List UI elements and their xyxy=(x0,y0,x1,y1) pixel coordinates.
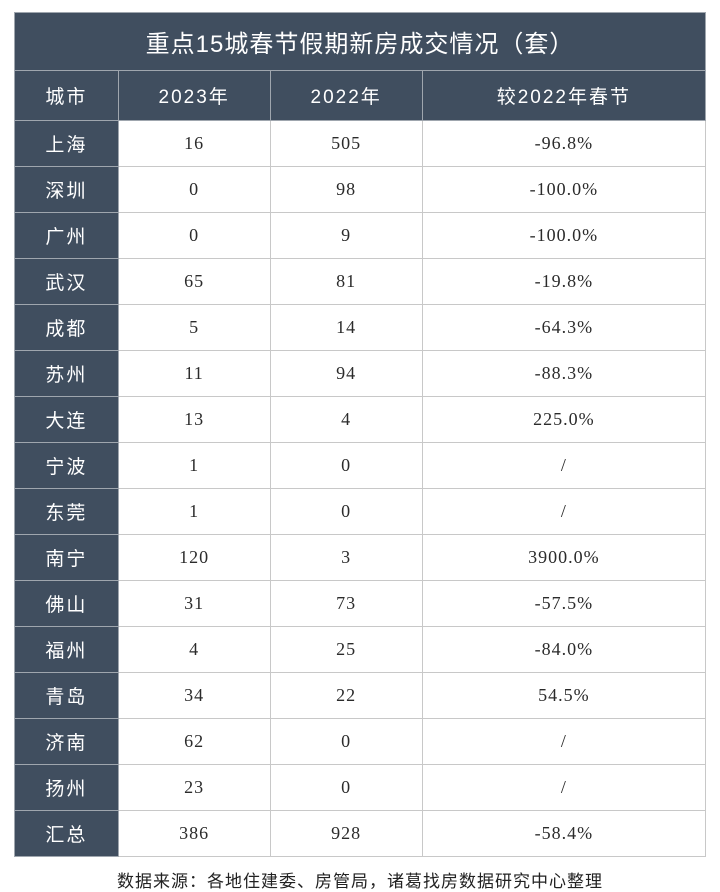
table-body: 上海16505-96.8%深圳098-100.0%广州09-100.0%武汉65… xyxy=(15,121,706,857)
cell-change: 3900.0% xyxy=(422,535,705,581)
cell-city: 扬州 xyxy=(15,765,119,811)
cell-2023: 1 xyxy=(118,489,270,535)
cell-2023: 5 xyxy=(118,305,270,351)
cell-change: / xyxy=(422,489,705,535)
table-row: 上海16505-96.8% xyxy=(15,121,706,167)
cell-change: 54.5% xyxy=(422,673,705,719)
cell-2023: 4 xyxy=(118,627,270,673)
cell-city: 上海 xyxy=(15,121,119,167)
table-row: 济南620/ xyxy=(15,719,706,765)
cell-change: -19.8% xyxy=(422,259,705,305)
cell-change: / xyxy=(422,719,705,765)
cell-2023: 13 xyxy=(118,397,270,443)
cell-city: 佛山 xyxy=(15,581,119,627)
table-row: 青岛342254.5% xyxy=(15,673,706,719)
cell-city: 东莞 xyxy=(15,489,119,535)
cell-2022: 505 xyxy=(270,121,422,167)
cell-2022: 81 xyxy=(270,259,422,305)
data-table: 重点15城春节假期新房成交情况（套） 城市 2023年 2022年 较2022年… xyxy=(14,12,706,857)
table-row: 大连134225.0% xyxy=(15,397,706,443)
table-row: 广州09-100.0% xyxy=(15,213,706,259)
cell-city: 济南 xyxy=(15,719,119,765)
cell-2023: 31 xyxy=(118,581,270,627)
cell-2023: 23 xyxy=(118,765,270,811)
cell-change: -58.4% xyxy=(422,811,705,857)
table-row: 深圳098-100.0% xyxy=(15,167,706,213)
cell-change: -84.0% xyxy=(422,627,705,673)
table-row: 汇总386928-58.4% xyxy=(15,811,706,857)
cell-change: -64.3% xyxy=(422,305,705,351)
cell-2023: 0 xyxy=(118,213,270,259)
col-header-2022: 2022年 xyxy=(270,71,422,121)
cell-city: 武汉 xyxy=(15,259,119,305)
cell-2023: 34 xyxy=(118,673,270,719)
table-row: 武汉6581-19.8% xyxy=(15,259,706,305)
cell-2022: 73 xyxy=(270,581,422,627)
cell-change: 225.0% xyxy=(422,397,705,443)
cell-2023: 62 xyxy=(118,719,270,765)
cell-2022: 22 xyxy=(270,673,422,719)
cell-city: 青岛 xyxy=(15,673,119,719)
cell-change: -88.3% xyxy=(422,351,705,397)
col-header-2023: 2023年 xyxy=(118,71,270,121)
cell-2022: 14 xyxy=(270,305,422,351)
cell-2022: 94 xyxy=(270,351,422,397)
cell-2023: 0 xyxy=(118,167,270,213)
cell-city: 南宁 xyxy=(15,535,119,581)
cell-2022: 98 xyxy=(270,167,422,213)
col-header-change: 较2022年春节 xyxy=(422,71,705,121)
cell-change: -100.0% xyxy=(422,167,705,213)
cell-change: / xyxy=(422,443,705,489)
table-row: 南宁12033900.0% xyxy=(15,535,706,581)
table-row: 成都514-64.3% xyxy=(15,305,706,351)
cell-city: 大连 xyxy=(15,397,119,443)
table-row: 宁波10/ xyxy=(15,443,706,489)
cell-change: -57.5% xyxy=(422,581,705,627)
cell-change: -100.0% xyxy=(422,213,705,259)
table-title: 重点15城春节假期新房成交情况（套） xyxy=(15,13,706,71)
table-row: 福州425-84.0% xyxy=(15,627,706,673)
table-title-row: 重点15城春节假期新房成交情况（套） xyxy=(15,13,706,71)
table-row: 佛山3173-57.5% xyxy=(15,581,706,627)
cell-2023: 1 xyxy=(118,443,270,489)
cell-city: 宁波 xyxy=(15,443,119,489)
cell-2022: 25 xyxy=(270,627,422,673)
table-header-row: 城市 2023年 2022年 较2022年春节 xyxy=(15,71,706,121)
cell-change: -96.8% xyxy=(422,121,705,167)
cell-2022: 9 xyxy=(270,213,422,259)
cell-city: 苏州 xyxy=(15,351,119,397)
cell-2023: 120 xyxy=(118,535,270,581)
cell-change: / xyxy=(422,765,705,811)
cell-2022: 4 xyxy=(270,397,422,443)
cell-2022: 0 xyxy=(270,765,422,811)
cell-city: 福州 xyxy=(15,627,119,673)
cell-city: 成都 xyxy=(15,305,119,351)
cell-2022: 3 xyxy=(270,535,422,581)
table-row: 东莞10/ xyxy=(15,489,706,535)
cell-2023: 11 xyxy=(118,351,270,397)
source-note: 数据来源：各地住建委、房管局，诸葛找房数据研究中心整理 xyxy=(14,867,706,892)
cell-2022: 928 xyxy=(270,811,422,857)
table-row: 苏州1194-88.3% xyxy=(15,351,706,397)
cell-city: 汇总 xyxy=(15,811,119,857)
table-row: 扬州230/ xyxy=(15,765,706,811)
cell-2023: 16 xyxy=(118,121,270,167)
cell-2022: 0 xyxy=(270,443,422,489)
col-header-city: 城市 xyxy=(15,71,119,121)
cell-city: 广州 xyxy=(15,213,119,259)
cell-2022: 0 xyxy=(270,489,422,535)
cell-city: 深圳 xyxy=(15,167,119,213)
cell-2022: 0 xyxy=(270,719,422,765)
cell-2023: 386 xyxy=(118,811,270,857)
cell-2023: 65 xyxy=(118,259,270,305)
